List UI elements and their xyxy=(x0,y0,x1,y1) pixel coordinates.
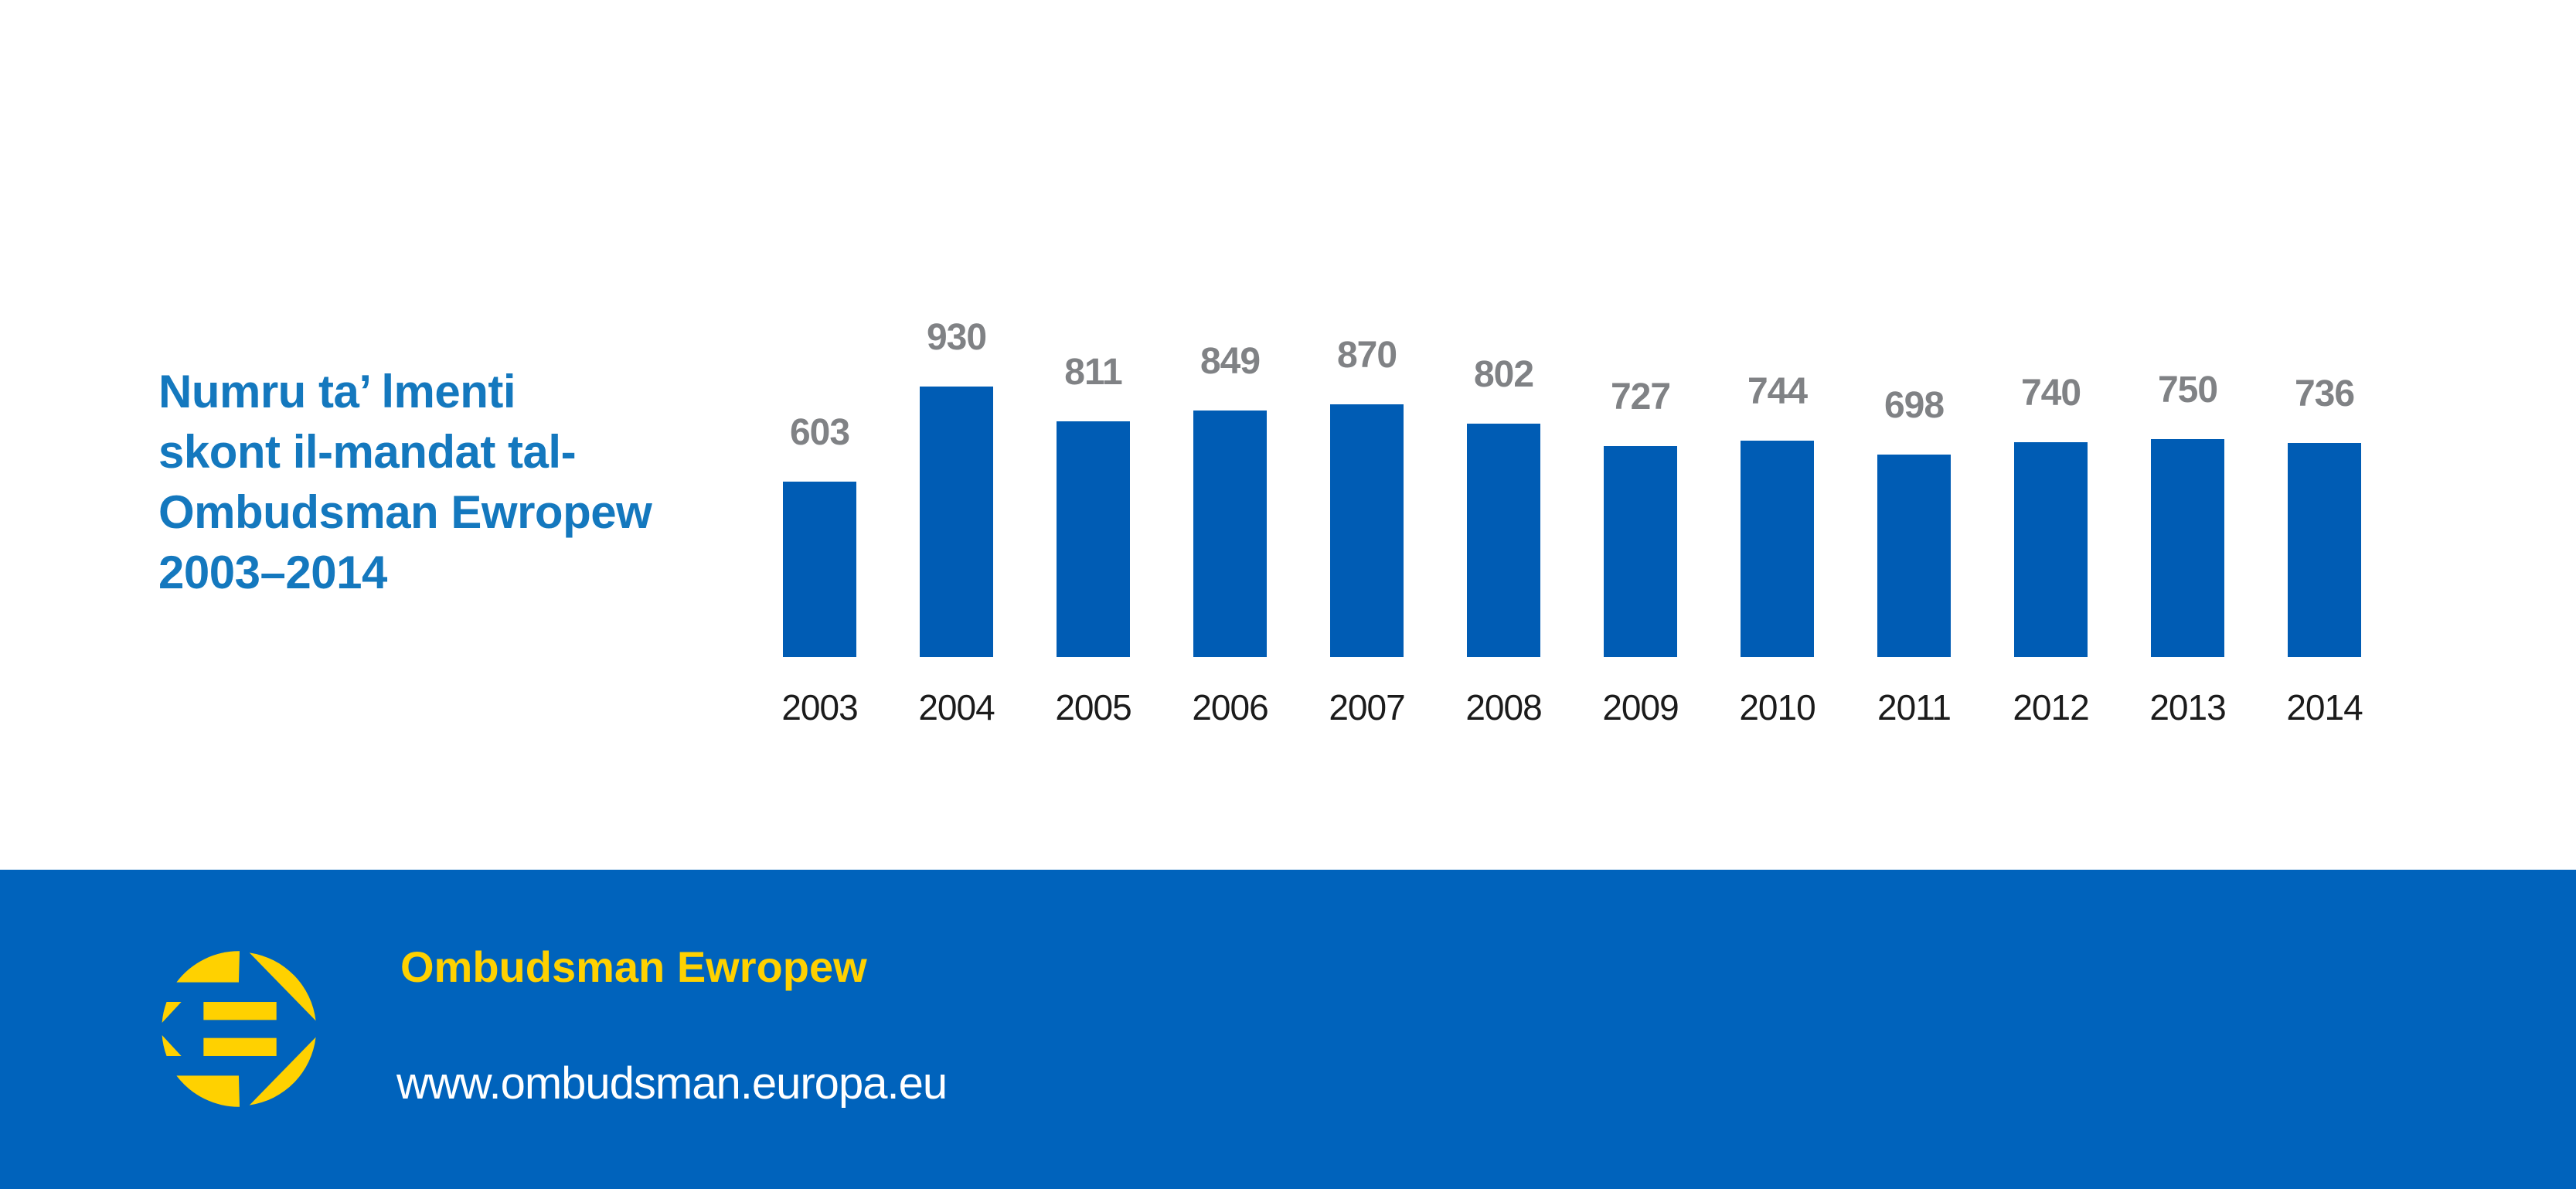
bar-value-label: 698 xyxy=(1884,385,1945,426)
bar-column-2008: 802 2008 xyxy=(1435,0,1572,727)
bar-value-label: 930 xyxy=(926,317,987,358)
bar-2004 xyxy=(920,387,993,657)
bar-year-label: 2014 xyxy=(2286,687,2363,727)
footer-org-name: Ombudsman Ewropew xyxy=(400,942,867,991)
bar-value-label: 727 xyxy=(1610,376,1671,417)
bar-value-label: 750 xyxy=(2157,370,2218,411)
bar-2007 xyxy=(1330,404,1404,657)
bar-year-label: 2008 xyxy=(1465,687,1542,727)
bar-2003 xyxy=(783,482,856,657)
bar-value-label: 802 xyxy=(1473,354,1534,395)
bar-year-label: 2004 xyxy=(918,687,995,727)
bar-2012 xyxy=(2014,442,2088,657)
bar-2005 xyxy=(1057,421,1130,657)
bar-year-label: 2010 xyxy=(1739,687,1815,727)
bar-2011 xyxy=(1877,455,1951,657)
bar-value-label: 744 xyxy=(1747,371,1808,412)
bar-2013 xyxy=(2151,439,2224,657)
bar-value-label: 603 xyxy=(789,412,850,453)
bar-column-2007: 870 2007 xyxy=(1298,0,1435,727)
bar-value-label: 870 xyxy=(1336,335,1397,376)
bar-2008 xyxy=(1467,424,1540,657)
bar-column-2003: 603 2003 xyxy=(751,0,888,727)
bar-year-label: 2006 xyxy=(1192,687,1268,727)
bar-2009 xyxy=(1604,446,1677,657)
bar-year-label: 2007 xyxy=(1329,687,1405,727)
chart-title: Numru ta’ lmenti skont il-mandat tal- Om… xyxy=(158,366,652,598)
bar-column-2010: 744 2010 xyxy=(1709,0,1846,727)
bar-year-label: 2005 xyxy=(1055,687,1131,727)
bar-year-label: 2009 xyxy=(1602,687,1679,727)
bar-year-label: 2012 xyxy=(2013,687,2089,727)
bar-2006 xyxy=(1193,411,1267,657)
bar-2014 xyxy=(2288,443,2361,657)
bar-value-label: 811 xyxy=(1064,352,1122,393)
bar-column-2004: 930 2004 xyxy=(888,0,1025,727)
footer-band: Ombudsman Ewropew www.ombudsman.europa.e… xyxy=(0,870,2576,1189)
bar-value-label: 740 xyxy=(2020,373,2081,414)
bar-column-2006: 849 2006 xyxy=(1162,0,1298,727)
footer-url: www.ombudsman.europa.eu xyxy=(396,1058,948,1109)
bar-column-2013: 750 2013 xyxy=(2119,0,2256,727)
bar-column-2011: 698 2011 xyxy=(1846,0,1982,727)
bar-value-label: 849 xyxy=(1200,341,1261,382)
bar-year-label: 2011 xyxy=(1877,687,1952,727)
bar-2010 xyxy=(1741,441,1814,657)
bar-column-2014: 736 2014 xyxy=(2256,0,2393,727)
bar-column-2005: 811 2005 xyxy=(1025,0,1162,727)
bar-chart: 603 2003 930 2004 811 2005 849 2006 870 2007 802 20… xyxy=(751,0,2393,727)
bar-year-label: 2003 xyxy=(781,687,858,727)
european-ombudsman-logo-icon xyxy=(162,951,316,1107)
bar-column-2012: 740 2012 xyxy=(1982,0,2119,727)
bar-column-2009: 727 2009 xyxy=(1572,0,1709,727)
bar-year-label: 2013 xyxy=(2149,687,2226,727)
bar-value-label: 736 xyxy=(2294,373,2355,414)
